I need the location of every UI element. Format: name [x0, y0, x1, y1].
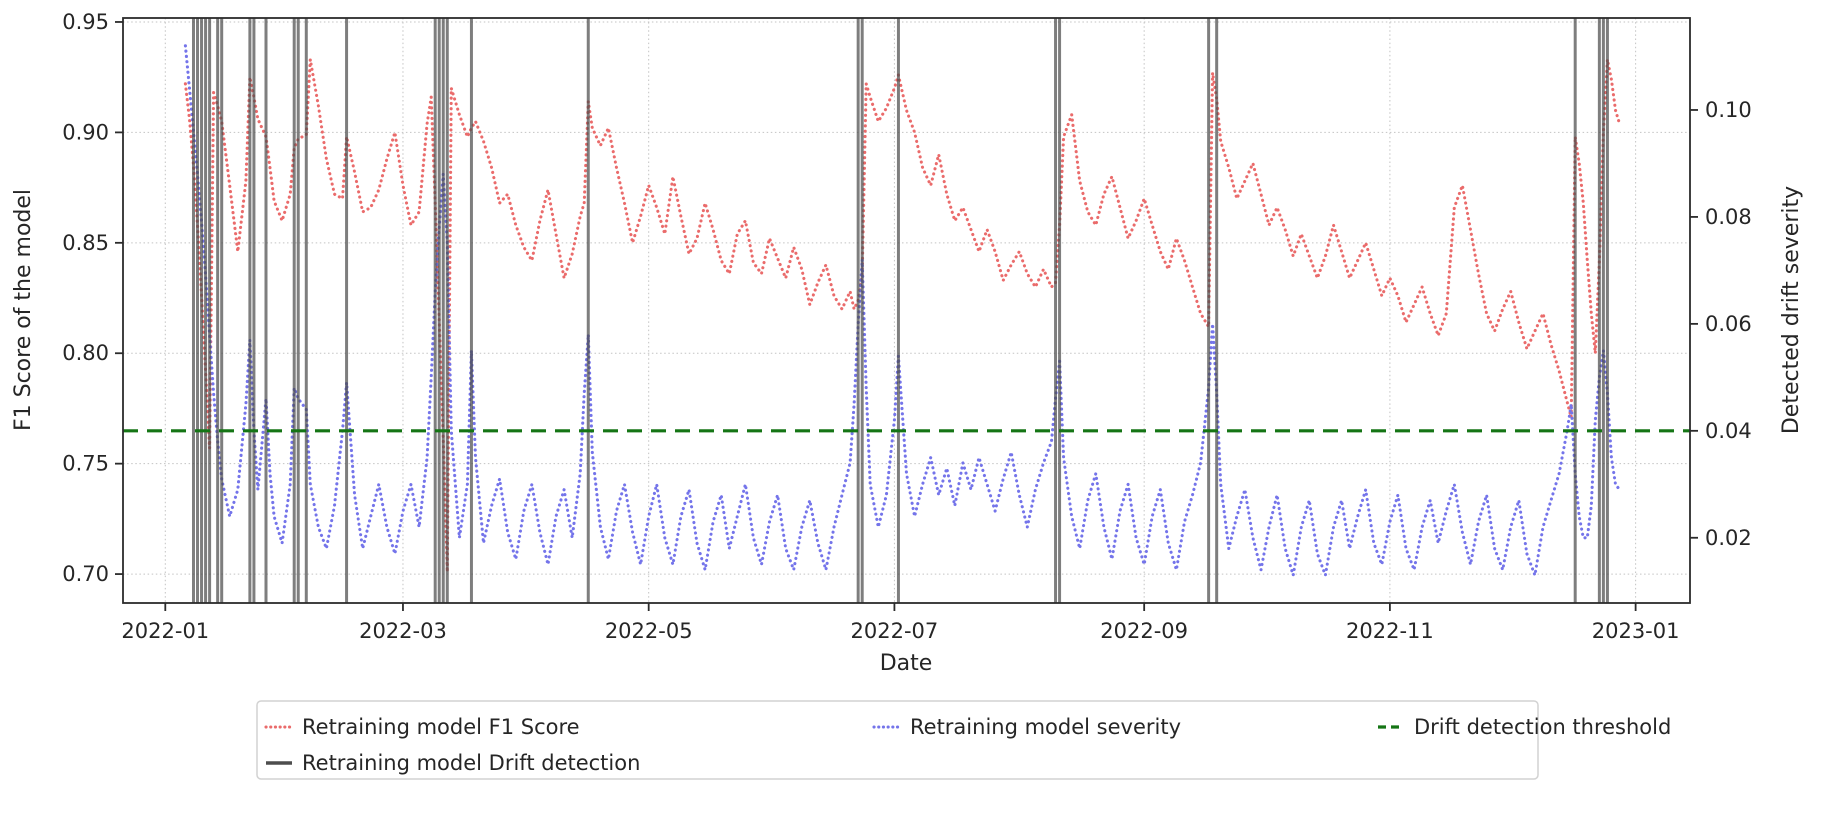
legend-item: Retraining model Drift detection [266, 751, 640, 775]
y-left-tick-label: 0.75 [62, 452, 109, 476]
x-tick-label: 2022-03 [359, 619, 447, 643]
x-tick-label: 2022-01 [121, 619, 209, 643]
data-series [183, 44, 1622, 577]
y-left-axis-title: F1 Score of the model [11, 189, 36, 431]
plot-frame [122, 17, 1691, 604]
x-tick-label: 2022-05 [605, 619, 693, 643]
x-tick-label: 2022-09 [1100, 619, 1188, 643]
x-tick-label: 2022-07 [851, 619, 939, 643]
y-left-tick-label: 0.95 [62, 10, 109, 34]
y-right-tick-label: 0.10 [1705, 98, 1752, 122]
drift-detection-lines [191, 18, 1609, 603]
x-tick-label: 2023-01 [1592, 619, 1680, 643]
legend-item-label: Retraining model F1 Score [302, 715, 580, 739]
x-axis-title: Date [880, 651, 933, 676]
severity-series [183, 44, 1622, 577]
y-left-tick-label: 0.85 [62, 231, 109, 255]
axis-ticks: 2022-01 2022-03 2022-05 2022-07 2022-09 2022-… [62, 10, 1752, 643]
y-right-tick-label: 0.04 [1705, 419, 1752, 443]
y-right-axis-title: Detected drift severity [1779, 186, 1804, 434]
legend-item: Drift detection threshold [1378, 715, 1671, 739]
x-tick-label: 2022-11 [1346, 619, 1434, 643]
legend-item: Retraining model severity [872, 715, 1181, 739]
legend-box [256, 700, 1539, 780]
y-right-tick-label: 0.06 [1705, 312, 1752, 336]
legend: Retraining model F1 Score Retraining mode… [256, 700, 1671, 780]
gridlines [123, 18, 1690, 603]
y-left-tick-label: 0.70 [62, 562, 109, 586]
legend-item-label: Drift detection threshold [1414, 715, 1671, 739]
y-left-tick-label: 0.90 [62, 120, 109, 144]
y-left-tick-label: 0.80 [62, 341, 109, 365]
f1-score-series [183, 57, 1622, 574]
legend-item-label: Retraining model Drift detection [302, 751, 640, 775]
y-right-tick-label: 0.02 [1705, 526, 1752, 550]
legend-item: Retraining model F1 Score [264, 715, 580, 739]
y-right-tick-label: 0.08 [1705, 205, 1752, 229]
legend-item-label: Retraining model severity [910, 715, 1181, 739]
